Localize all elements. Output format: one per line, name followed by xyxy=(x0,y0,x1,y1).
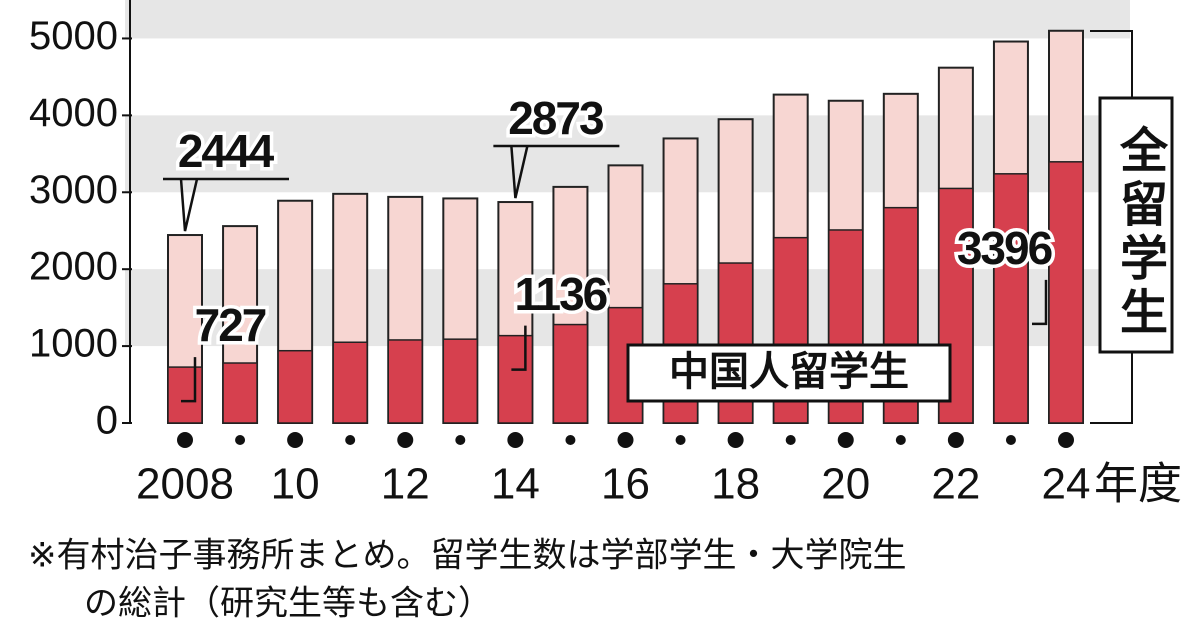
y-tick-label: 5000 xyxy=(29,14,118,58)
data-label: 3396 xyxy=(957,222,1052,274)
bar xyxy=(167,366,203,424)
x-dot xyxy=(455,435,466,445)
y-tick-label: 1000 xyxy=(29,322,118,366)
x-tick-label: 2008 xyxy=(136,460,234,509)
bar xyxy=(387,339,423,424)
x-dot xyxy=(1058,432,1074,448)
x-dot xyxy=(397,432,414,448)
grid-band xyxy=(125,0,1130,39)
y-tick-label: 2000 xyxy=(29,245,118,289)
label-leader xyxy=(510,145,529,199)
x-tick-label: 18 xyxy=(711,460,760,509)
x-tick-label: 10 xyxy=(271,460,320,509)
y-tick-label: 3000 xyxy=(29,168,118,212)
x-dot xyxy=(1005,435,1016,445)
x-tick-label: 14 xyxy=(491,460,540,509)
x-tick-label: 22 xyxy=(931,460,980,509)
x-tick-label: 20 xyxy=(821,460,870,509)
x-axis-label: 年度 xyxy=(1094,460,1182,509)
x-dot xyxy=(837,432,854,448)
x-dot xyxy=(947,432,964,448)
bar xyxy=(442,338,479,424)
x-tick-label: 16 xyxy=(601,460,650,509)
bar xyxy=(497,334,534,424)
legend-box xyxy=(1098,96,1174,354)
bar xyxy=(1048,161,1084,424)
x-tick-label: 24 xyxy=(1042,460,1091,509)
legend-box xyxy=(626,343,952,403)
x-dot xyxy=(785,435,796,445)
x-dot xyxy=(565,435,576,445)
x-dot xyxy=(177,432,193,448)
x-dot xyxy=(895,435,906,445)
label-leader xyxy=(1032,279,1048,326)
bar xyxy=(277,349,313,424)
bar xyxy=(552,323,589,424)
label-leader xyxy=(179,178,199,232)
x-dot xyxy=(235,435,246,445)
bar xyxy=(222,362,258,424)
x-dot xyxy=(287,432,304,448)
bar xyxy=(332,341,368,424)
label-leader xyxy=(511,325,527,371)
legend-label: 中国人留学生 xyxy=(669,349,909,395)
footnote: ※有村治子事務所まとめ。留学生数は学部学生・大学院生 xyxy=(28,536,907,576)
bar xyxy=(993,173,1029,424)
data-label: 2444 xyxy=(178,125,275,177)
y-tick-label: 0 xyxy=(96,399,118,443)
x-dot xyxy=(345,435,356,445)
x-dot xyxy=(675,435,686,445)
footnote: の総計（研究生等も含む） xyxy=(84,584,492,624)
x-dot xyxy=(727,432,744,448)
x-dot xyxy=(507,432,524,448)
data-label: 1136 xyxy=(514,268,606,320)
legend-label: 全留学生 xyxy=(1111,124,1169,341)
data-label: 2873 xyxy=(508,92,603,144)
label-leader xyxy=(181,357,197,403)
y-tick-label: 4000 xyxy=(29,91,118,135)
x-tick-label: 12 xyxy=(381,460,430,509)
data-label: 727 xyxy=(195,299,266,351)
x-dot xyxy=(617,432,634,448)
